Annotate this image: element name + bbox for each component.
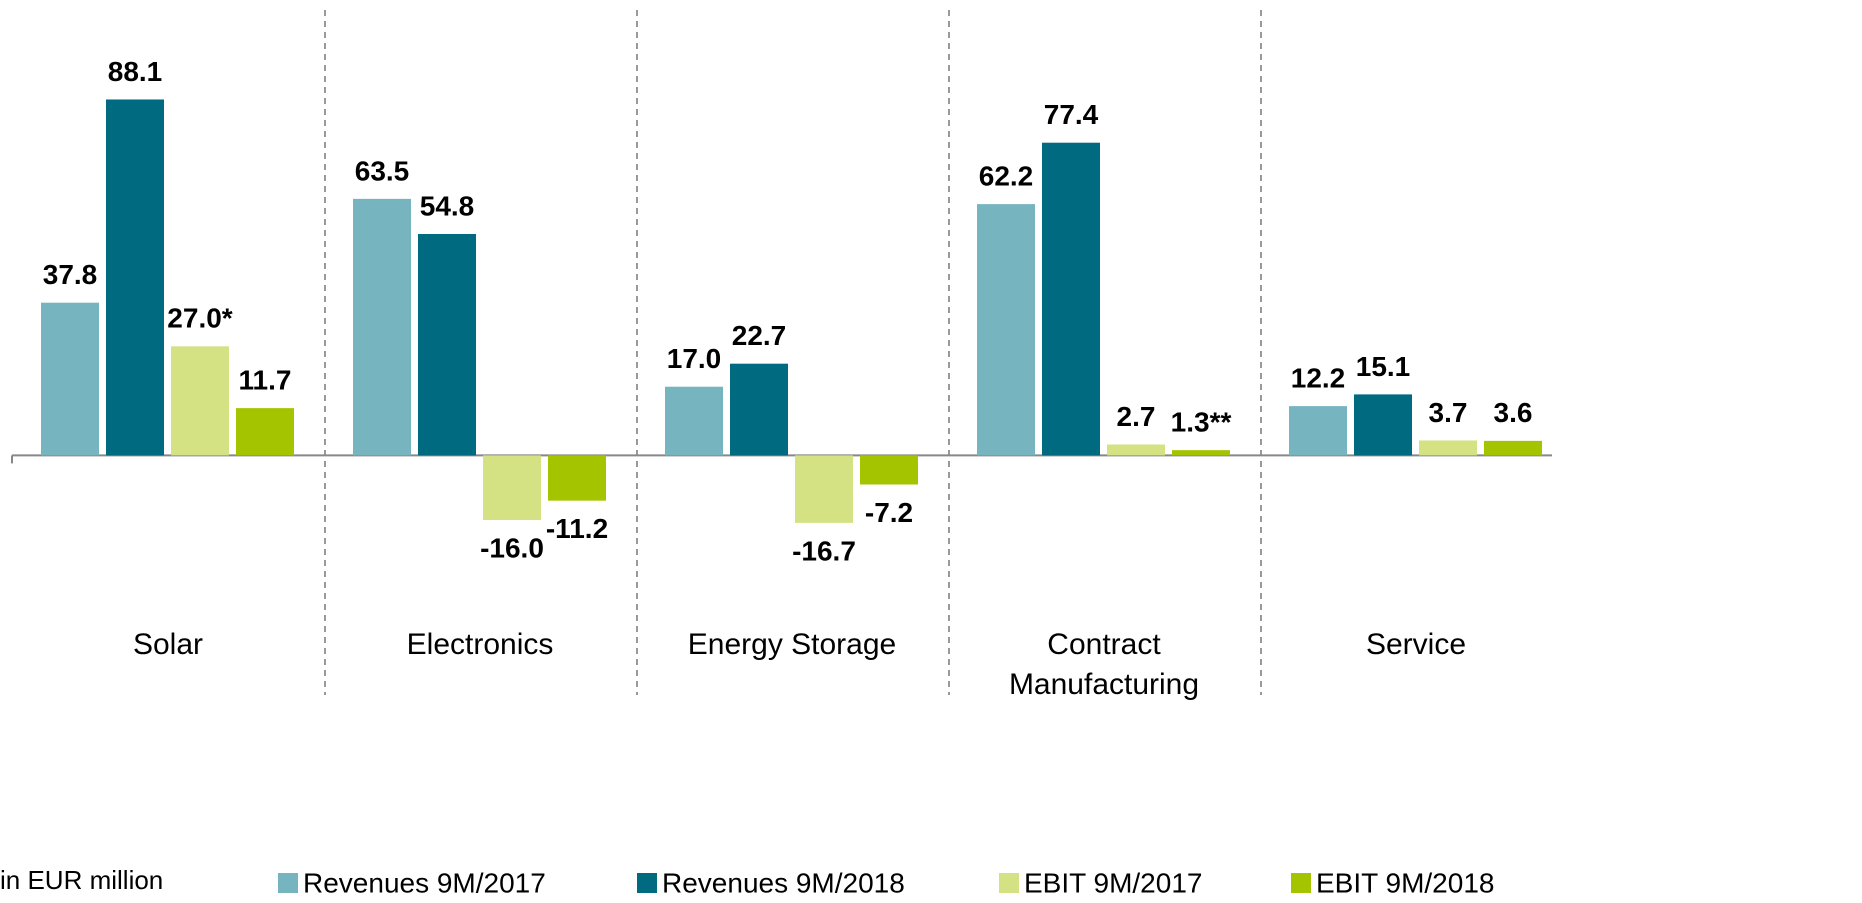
value-label: 88.1	[108, 56, 163, 87]
value-label: -11.2	[546, 513, 608, 544]
value-label: 77.4	[1044, 99, 1099, 130]
value-label: 37.8	[43, 259, 98, 290]
value-label: 63.5	[355, 155, 410, 186]
bar	[106, 99, 164, 456]
category-label: Contract Manufacturing	[1008, 628, 1200, 701]
value-label: -7.2	[865, 497, 913, 528]
legend-label: EBIT 9M/2018	[1316, 867, 1494, 898]
value-label: 54.8	[420, 190, 475, 221]
bar	[730, 363, 788, 456]
value-label: 62.2	[979, 161, 1034, 192]
bar	[353, 198, 411, 456]
category-label: Energy Storage	[687, 628, 897, 661]
bar	[1289, 406, 1347, 456]
bar	[1484, 440, 1542, 456]
legend-swatch	[278, 873, 298, 893]
legend-swatch	[1291, 873, 1311, 893]
value-label: 3.6	[1494, 397, 1533, 428]
bar	[860, 455, 918, 485]
bar	[418, 234, 476, 456]
legend-label: Revenues 9M/2017	[303, 867, 546, 898]
bar	[1354, 394, 1412, 456]
value-label: 27.0*	[167, 303, 232, 334]
category-label: Service	[1365, 628, 1467, 661]
bar	[1172, 450, 1230, 456]
value-label: 15.1	[1356, 351, 1411, 382]
bar	[795, 455, 853, 523]
value-label: 17.0	[667, 343, 722, 374]
legend-swatch	[999, 873, 1019, 893]
value-label: 22.7	[732, 320, 787, 351]
bar	[1107, 444, 1165, 456]
value-label: 12.2	[1291, 363, 1346, 394]
legend-swatch	[637, 873, 657, 893]
value-label: 2.7	[1117, 401, 1156, 432]
value-label: -16.0	[480, 532, 544, 563]
unit-note: in EUR million	[0, 865, 163, 895]
bar	[1042, 142, 1100, 456]
category-label: Solar	[132, 628, 204, 661]
value-label: 1.3**	[1171, 407, 1232, 438]
value-label: 11.7	[239, 365, 292, 396]
bar	[977, 204, 1035, 456]
bar	[483, 455, 541, 521]
bar	[41, 302, 99, 456]
bar	[236, 408, 294, 456]
bar	[548, 455, 606, 501]
legend-label: Revenues 9M/2018	[662, 867, 905, 898]
bar	[1419, 440, 1477, 456]
value-label: 3.7	[1429, 397, 1468, 428]
category-label: Electronics	[406, 628, 554, 661]
value-label: -16.7	[792, 535, 856, 566]
bar	[171, 346, 229, 456]
bar	[665, 386, 723, 456]
legend-label: EBIT 9M/2017	[1024, 867, 1202, 898]
